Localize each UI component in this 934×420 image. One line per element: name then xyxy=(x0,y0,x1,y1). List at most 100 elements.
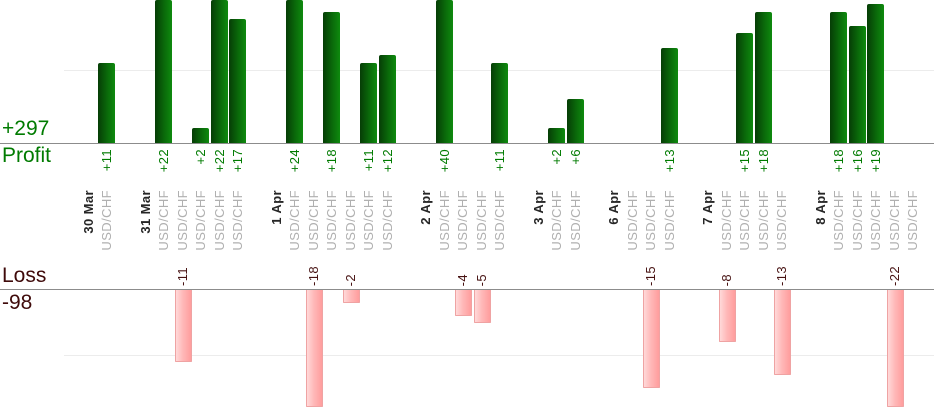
name-cell: 6 Apr xyxy=(605,186,624,258)
name-cell: USD/CHF xyxy=(173,186,192,258)
profit-plot-cell xyxy=(736,0,755,143)
profit-value-cell: +22 xyxy=(210,143,229,186)
profit-plot-cell xyxy=(623,0,642,143)
name-cell: USD/CHF xyxy=(435,186,454,258)
loss-value-cell xyxy=(378,258,397,289)
name-cell: USD/CHF xyxy=(192,186,211,258)
loss-plot-cell xyxy=(192,289,211,407)
loss-value-cell xyxy=(229,258,248,289)
trade-column: USD/CHF -2 xyxy=(341,0,360,407)
profit-value-cell xyxy=(79,143,98,186)
profit-bar xyxy=(830,12,848,143)
date-column: 7 Apr xyxy=(699,0,718,407)
profit-value-cell xyxy=(904,143,923,186)
loss-value-cell xyxy=(435,258,454,289)
profit-plot-cell xyxy=(867,0,886,143)
profit-plot-cell xyxy=(286,0,305,143)
trade-column: USD/CHF -8 xyxy=(717,0,736,407)
profit-total-label: +297 xyxy=(2,117,50,140)
instrument-label: USD/CHF xyxy=(755,190,771,251)
loss-total-label: -98 xyxy=(2,291,33,314)
profit-plot-cell xyxy=(173,0,192,143)
name-cell: USD/CHF xyxy=(736,186,755,258)
columns: 30 Mar +11 USD/CHF 31 Mar +22 USD/CHF USD/CHF -… xyxy=(79,0,934,407)
name-cell: USD/CHF xyxy=(341,186,360,258)
profit-plot-cell xyxy=(566,0,585,143)
loss-value-cell xyxy=(699,258,718,289)
date-group: 2 Apr +40 USD/CHF USD/CHF -4 USD/CHF -5 +11 USD/… xyxy=(417,0,510,407)
loss-value-cell: -18 xyxy=(304,258,323,289)
loss-value-cell: -4 xyxy=(454,258,473,289)
profit-value-cell xyxy=(811,143,830,186)
name-cell: USD/CHF xyxy=(548,186,567,258)
profit-bar xyxy=(155,0,173,143)
loss-plot-cell xyxy=(736,289,755,407)
profit-plot-cell xyxy=(491,0,510,143)
profit-bar xyxy=(210,0,228,143)
loss-plot-cell xyxy=(210,289,229,407)
profit-plot-cell xyxy=(830,0,849,143)
instrument-label: USD/CHF xyxy=(905,190,921,251)
loss-value-cell: -13 xyxy=(773,258,792,289)
instrument-label: USD/CHF xyxy=(661,190,677,251)
loss-plot-cell xyxy=(867,289,886,407)
profit-plot-cell xyxy=(529,0,548,143)
trade-column: +11 USD/CHF xyxy=(98,0,117,407)
date-group: 6 Apr USD/CHF USD/CHF -15 +13 USD/CHF xyxy=(605,0,679,407)
loss-value-cell xyxy=(417,258,436,289)
loss-plot-cell xyxy=(848,289,867,407)
instrument-label: USD/CHF xyxy=(737,190,753,251)
loss-plot-cell xyxy=(830,289,849,407)
date-label: 1 Apr xyxy=(268,190,284,225)
profit-value-cell xyxy=(717,143,736,186)
loss-value-cell xyxy=(754,258,773,289)
loss-bar xyxy=(473,289,491,323)
profit-value-label: +12 xyxy=(379,149,395,173)
profit-value-cell: +19 xyxy=(867,143,886,186)
instrument-label: USD/CHF xyxy=(193,190,209,251)
loss-value-label: -13 xyxy=(774,266,790,286)
profit-value-label: +2 xyxy=(549,149,565,165)
date-label: 30 Mar xyxy=(80,190,96,234)
trade-column: +24 USD/CHF xyxy=(286,0,305,407)
name-cell: 7 Apr xyxy=(699,186,718,258)
loss-value-cell xyxy=(529,258,548,289)
loss-plot-cell xyxy=(136,289,155,407)
profit-value-cell: +40 xyxy=(435,143,454,186)
profit-value-cell: +15 xyxy=(736,143,755,186)
loss-value-cell: -15 xyxy=(642,258,661,289)
loss-plot-cell xyxy=(98,289,117,407)
instrument-label: USD/CHF xyxy=(99,190,115,251)
date-column: 8 Apr xyxy=(811,0,830,407)
loss-value-cell: -8 xyxy=(717,258,736,289)
loss-bar xyxy=(718,289,736,342)
name-cell: USD/CHF xyxy=(904,186,923,258)
name-cell: USD/CHF xyxy=(360,186,379,258)
loss-plot-cell xyxy=(754,289,773,407)
profit-value-cell xyxy=(267,143,286,186)
name-cell: USD/CHF xyxy=(885,186,904,258)
profit-value-label: +11 xyxy=(99,149,115,172)
loss-gridline xyxy=(64,355,934,356)
profit-value-label: +24 xyxy=(287,149,303,173)
profit-caption: Profit xyxy=(2,144,52,167)
trade-column: +11 USD/CHF xyxy=(491,0,510,407)
loss-value-cell xyxy=(811,258,830,289)
loss-value-label: -5 xyxy=(473,273,489,286)
instrument-label: USD/CHF xyxy=(324,190,340,251)
loss-value-cell xyxy=(491,258,510,289)
name-cell: USD/CHF xyxy=(304,186,323,258)
loss-value-cell xyxy=(867,258,886,289)
profit-value-cell: +11 xyxy=(360,143,379,186)
trade-column: USD/CHF -22 xyxy=(885,0,904,407)
profit-plot-cell xyxy=(605,0,624,143)
loss-value-cell xyxy=(79,258,98,289)
date-column: 3 Apr xyxy=(529,0,548,407)
profit-value-label: +17 xyxy=(230,149,246,173)
profit-bar xyxy=(548,128,566,143)
profit-value-label: +6 xyxy=(567,149,583,165)
trade-column: +18 USD/CHF xyxy=(323,0,342,407)
name-cell: USD/CHF xyxy=(472,186,491,258)
instrument-label: USD/CHF xyxy=(492,190,508,251)
loss-plot-cell xyxy=(229,289,248,407)
